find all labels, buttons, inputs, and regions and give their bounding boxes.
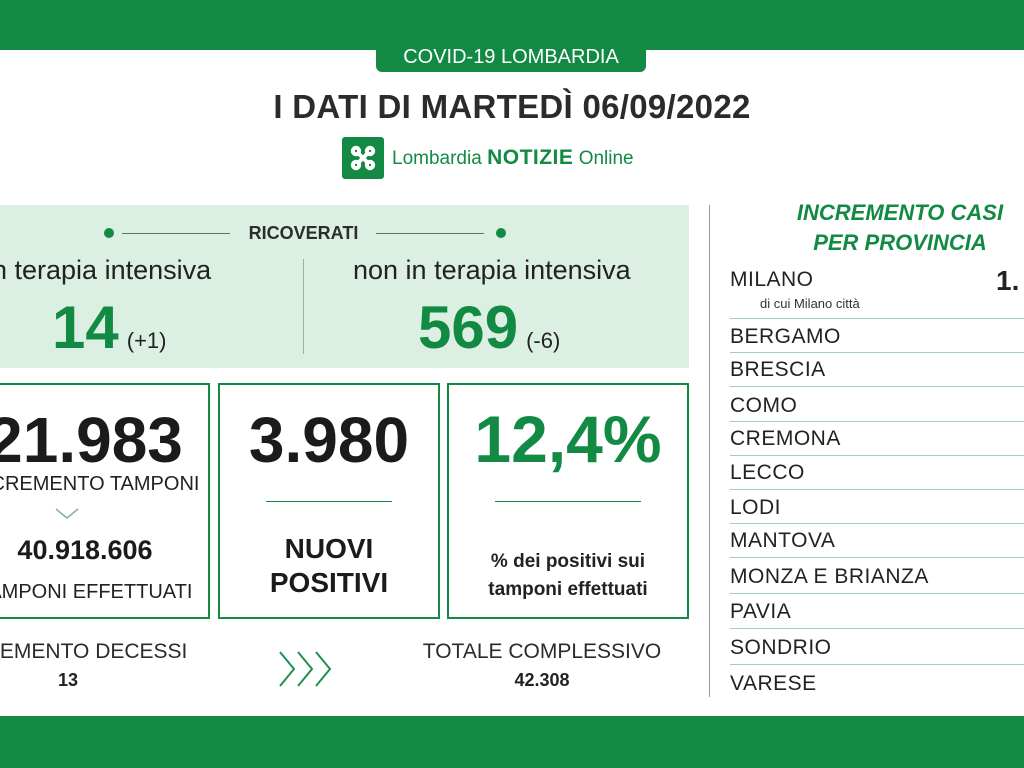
intensiva-delta: (+1): [126, 328, 167, 353]
top-bar: [0, 0, 1024, 50]
decessi-value: 13: [57, 670, 79, 690]
province-title-line-2: PER PROVINCIA: [813, 230, 987, 255]
province-rule: [730, 455, 1024, 456]
dot-right-icon: [496, 228, 506, 238]
province-row-sondrio: SONDRIO: [730, 636, 832, 659]
positivi-value: 3.980: [248, 404, 410, 476]
province-row-brescia: BRESCIA: [730, 358, 826, 381]
province-title-line-1: INCREMENTO CASI: [796, 200, 1004, 225]
province-rule: [730, 593, 1024, 594]
rule-right: [376, 233, 484, 234]
milano-value: 1.: [996, 265, 1020, 296]
totale-stat: TOTALE COMPLESSIVO 42.308: [410, 640, 674, 691]
intensiva-count: 14 (+1): [52, 293, 167, 362]
positivi-label-2: POSITIVI: [269, 567, 389, 598]
province-rule: [730, 421, 1024, 422]
header-badge: COVID-19 LOMBARDIA: [376, 44, 646, 72]
positivi-label-1: NUOVI: [284, 533, 374, 564]
province-row-monza: MONZA E BRIANZA: [730, 565, 929, 588]
province-divider: [709, 205, 710, 697]
province-row-lecco: LECCO: [730, 461, 805, 484]
province-rule: [730, 557, 1024, 558]
province-rule: [730, 523, 1024, 524]
percentuale-label-2: tamponi effettuati: [488, 579, 648, 600]
intensiva-label: in terapia intensiva: [0, 255, 212, 285]
province-rule: [730, 664, 1024, 665]
brand-suffix: Online: [578, 148, 634, 169]
triple-chevron-right-icon: [278, 650, 338, 693]
tamponi-box: 21.983 INCREMENTO TAMPONI 40.918.606 TAM…: [0, 383, 210, 619]
brand-logo: Lombardia NOTIZIE Online: [342, 137, 634, 179]
bottom-bar: [0, 716, 1024, 768]
province-row-bergamo: BERGAMO: [730, 325, 841, 348]
totale-label: TOTALE COMPLESSIVO: [422, 640, 662, 663]
non-intensiva-delta: (-6): [526, 328, 561, 353]
tamponi-label: INCREMENTO TAMPONI: [0, 473, 200, 495]
province-row-cremona: CREMONA: [730, 427, 841, 450]
ricoverati-label: RICOVERATI: [248, 223, 359, 243]
totale-value: 42.308: [514, 670, 570, 690]
province-row-lodi: LODI: [730, 496, 782, 519]
ricoverati-panel: RICOVERATI in terapia intensiva 14 (+1) n…: [0, 205, 689, 368]
province-row-varese: VARESE: [730, 672, 817, 695]
ricoverati-divider: [303, 259, 304, 354]
percentuale-rule: [495, 501, 641, 502]
province-row-como: COMO: [730, 394, 798, 417]
positivi-box: 3.980 NUOVI POSITIVI: [218, 383, 440, 619]
page-title: I DATI DI MARTEDÌ 06/09/2022: [273, 88, 751, 125]
province-rule: [730, 386, 1024, 387]
brand-name: Lombardia NOTIZIE Online: [392, 146, 634, 170]
dot-left-icon: [104, 228, 114, 238]
tamponi-total: 40.918.606: [17, 535, 153, 565]
province-rule: [730, 489, 1024, 490]
province-rule: [730, 318, 1024, 319]
province-row-pavia: PAVIA: [730, 600, 792, 623]
positivi-rule: [266, 501, 392, 502]
rule-left: [122, 233, 230, 234]
tamponi-value: 21.983: [0, 404, 183, 476]
intensiva-value: 14: [52, 294, 119, 361]
percentuale-box: 12,4% % dei positivi sui tamponi effettu…: [447, 383, 689, 619]
province-title: INCREMENTO CASI PER PROVINCIA: [720, 198, 1024, 258]
percentuale-label-1: % dei positivi sui: [490, 551, 646, 572]
brand-prefix: Lombardia: [392, 148, 482, 169]
non-intensiva-value: 569: [418, 294, 519, 361]
lombardia-logo-icon: [342, 137, 384, 179]
milano-citta-label: di cui Milano città: [760, 296, 860, 311]
province-rule: [730, 352, 1024, 353]
percentuale-value: 12,4%: [474, 402, 662, 476]
non-intensiva-label: non in terapia intensiva: [353, 255, 631, 285]
brand-bold: NOTIZIE: [487, 146, 574, 169]
province-rule: [730, 628, 1024, 629]
decessi-stat: INCREMENTO DECESSI 13: [0, 640, 188, 691]
chevron-down-icon: [54, 507, 80, 526]
tamponi-total-label: TAMPONI EFFETTUATI: [0, 581, 193, 603]
non-intensiva-count: 569 (-6): [418, 293, 560, 362]
province-row-mantova: MANTOVA: [730, 529, 836, 552]
province-row-milano: MILANO: [730, 268, 814, 291]
decessi-label: INCREMENTO DECESSI: [0, 640, 188, 663]
